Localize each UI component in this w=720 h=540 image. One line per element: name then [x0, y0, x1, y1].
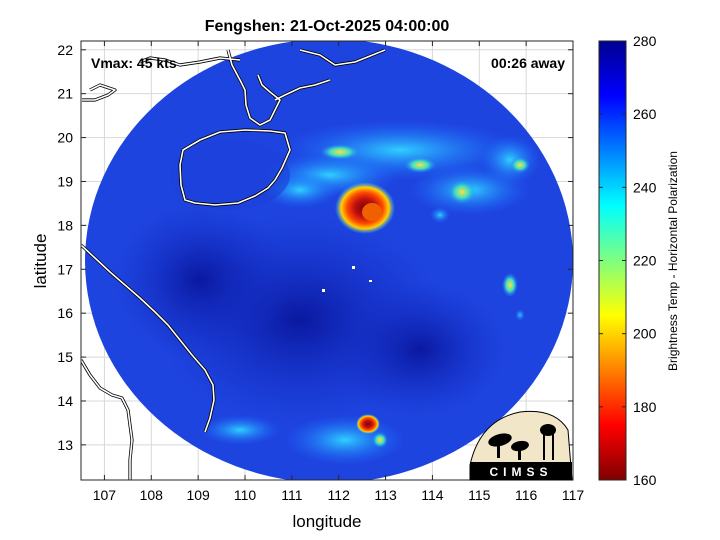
x-tick-label: 113: [374, 487, 397, 503]
y-tick-label: 19: [57, 173, 73, 189]
x-tick-label: 117: [562, 487, 585, 503]
x-axis-ticks: 107 108 109 110 111 112 113 114 115 116 117: [93, 41, 585, 503]
y-tick-label: 16: [57, 305, 73, 321]
y-tick-label: 15: [57, 349, 73, 365]
x-tick-label: 116: [515, 487, 538, 503]
colorbar: [598, 40, 627, 481]
x-axis-label: longitude: [292, 512, 361, 531]
time-away-label: 00:26 away: [491, 55, 565, 71]
y-tick-label: 21: [57, 86, 73, 102]
chart-title: Fengshen: 21-Oct-2025 04:00:00: [205, 18, 450, 35]
cimss-logo: CIMSS: [469, 410, 573, 481]
colorbar-tick-label: 200: [633, 326, 657, 342]
x-tick-label: 115: [468, 487, 491, 503]
y-tick-label: 22: [57, 42, 73, 58]
y-axis-ticks: 22 21 20 19 18 17 16 15 14 13: [57, 42, 573, 453]
x-tick-label: 111: [281, 487, 302, 503]
logo-text: CIMSS: [489, 465, 552, 479]
colorbar-tick-label: 180: [633, 399, 657, 415]
x-tick-label: 107: [93, 487, 117, 503]
y-axis-label: latitude: [31, 234, 50, 289]
axes-frame: [80, 40, 574, 481]
colorbar-ticks: 280 260 240 220 200 180 160: [599, 33, 657, 488]
colorbar-tick-label: 240: [633, 179, 657, 195]
colorbar-tick-label: 160: [633, 472, 657, 488]
colorbar-tick-label: 220: [633, 253, 657, 269]
y-tick-label: 13: [57, 437, 73, 453]
x-tick-label: 112: [328, 487, 351, 503]
vmax-label: Vmax: 45 kts: [91, 55, 177, 71]
y-tick-label: 17: [57, 261, 73, 277]
y-tick-label: 20: [57, 130, 73, 146]
microwave-swath: [85, 41, 573, 480]
x-tick-label: 114: [421, 487, 444, 503]
x-tick-label: 110: [234, 487, 257, 503]
x-tick-label: 108: [140, 487, 164, 503]
coastlines: [81, 48, 386, 480]
colorbar-label: Brightness Temp - Horizontal Polarizatio…: [666, 151, 680, 371]
y-tick-label: 18: [57, 217, 73, 233]
y-tick-label: 14: [57, 393, 73, 409]
colorbar-tick-label: 280: [633, 33, 657, 49]
colorbar-tick-label: 260: [633, 106, 657, 122]
x-tick-label: 109: [186, 487, 210, 503]
